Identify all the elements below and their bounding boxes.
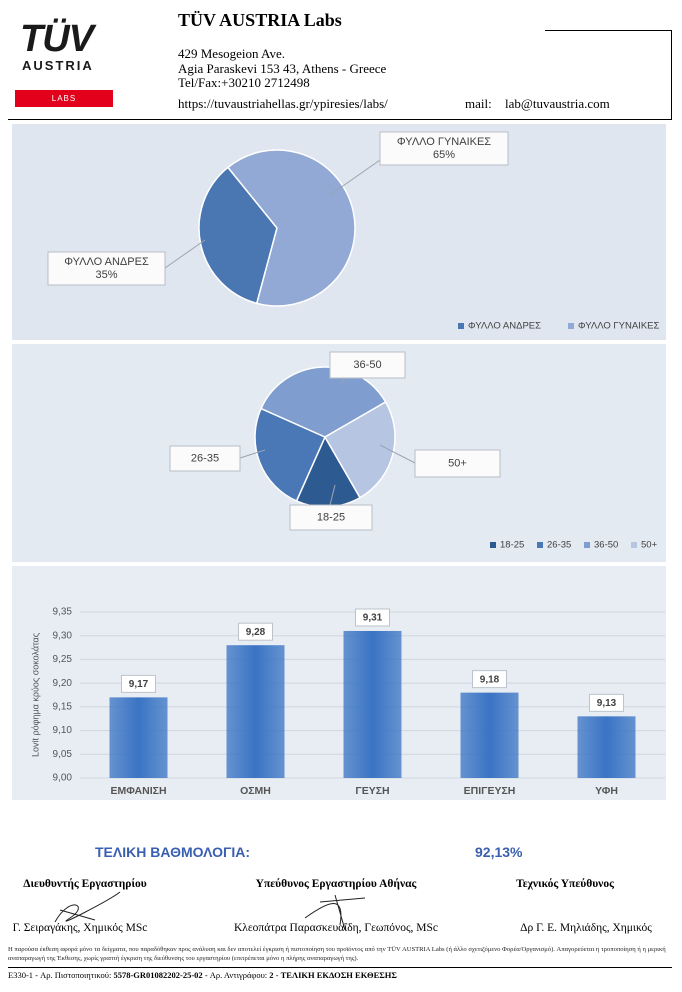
legend-swatch [537,542,543,548]
bar [343,630,402,778]
bar [577,716,636,778]
pie-slice [254,407,326,502]
address-line: Tel/Fax:+30210 2712498 [178,75,310,90]
y-tick-label: 9,35 [53,607,73,618]
code-part: 2 [269,970,274,980]
pie-slice [323,400,396,499]
signature-role: Διευθυντής Εργαστηρίου [23,878,147,890]
leader-line [164,239,206,269]
legend-label: 18-25 [500,540,524,551]
y-axis-title: Lovit ρόφημα κρύος σοκολάτας [30,632,40,757]
footer-code: E330-1 - Αρ. Πιστοποιητικού: 5578-GR0108… [8,970,397,980]
legend-label: 50+ [641,540,658,551]
legend-swatch [631,542,637,548]
value-label: 9,13 [597,698,617,709]
leader-line [329,159,381,196]
value-label-box [589,693,624,712]
signature-role: Υπεύθυνος Εργαστηρίου Αθήνας [255,878,417,890]
label-box [169,445,241,472]
value-label-box [355,608,390,627]
category-label: 26-35 [191,452,219,464]
signature-name: Δρ Γ. Ε. Μηλιάδης, Χημικός [520,922,652,934]
x-tick-label: ΥΦΗ [595,785,618,797]
value-label: 9,18 [480,674,500,685]
bar [109,697,168,778]
label-box [289,504,373,531]
y-tick-label: 9,15 [53,701,73,712]
disclaimer: Η παρούσα έκθεση αφορά μόνο τα δείγματα,… [8,946,666,962]
footer-rule [8,967,672,968]
x-tick-label: ΓΕΥΣΗ [355,785,389,797]
code-part: - Αρ. Αντιγράφου: [202,970,270,980]
leader-line [379,444,416,464]
legend-swatch [584,542,590,548]
leader-line [239,449,266,459]
leader-line [339,377,346,386]
logo-sub: AUSTRIA [22,58,94,73]
legend-swatch [458,323,464,329]
category-label: ΦΥΛΛΟ ΓΥΝΑΙΚΕΣ [397,136,491,148]
address-line: Agia Paraskevi 153 43, Athens - Greece [178,61,387,76]
legend-label: 36-50 [594,540,618,551]
category-label: 50+ [448,457,467,469]
x-tick-label: ΕΜΦΑΝΙΣΗ [110,785,166,797]
y-tick-label: 9,00 [53,773,73,784]
value-label-box [238,622,273,641]
header-frame [545,30,672,120]
summary-value: 92,13% [475,844,523,860]
value-label: 65% [433,149,455,161]
value-label: 9,31 [363,613,383,624]
category-label: 18-25 [317,511,345,523]
leader-line [329,484,336,506]
value-label-box [121,674,156,693]
y-tick-label: 9,25 [53,654,73,665]
code-part: ΤΕΛΙΚΗ ΕΚΔΟΣΗ ΕΚΘΕΣΗΣ [280,970,397,980]
signature-role: Τεχνικός Υπεύθυνος [516,878,614,890]
x-tick-label: ΕΠΙΓΕΥΣΗ [464,785,516,797]
value-label: 9,28 [246,627,266,638]
value-label-box [472,670,507,689]
bar [460,692,519,778]
header-rule [8,119,672,120]
value-label: 35% [95,269,117,281]
label-box [47,251,166,286]
signature-name: Γ. Σειραγάκης, Χημικός MSc [12,922,148,934]
mail[interactable]: lab@tuvaustria.com [505,96,610,111]
value-label: 9,17 [129,679,149,690]
summary-label: ΤΕΛΙΚΗ ΒΑΘΜΟΛΟΓΙΑ: [95,844,251,860]
code-part: - [273,970,281,980]
y-tick-label: 9,05 [53,749,73,760]
legend-swatch [568,323,574,329]
category-label: 36-50 [353,359,381,371]
category-label: ΦΥΛΛΟ ΑΝΔΡΕΣ [64,256,149,268]
legend-label: 26-35 [547,540,571,551]
legend-label: ΦΥΛΛΟ ΓΥΝΑΙΚΕΣ [578,321,660,332]
signature-name: Κλεοπάτρα Παρασκευαΐδη, Γεωπόνος, MSc [233,922,439,934]
legend-label: ΦΥΛΛΟ ΑΝΔΡΕΣ [468,321,541,332]
header-title: TÜV AUSTRIA Labs [178,10,342,30]
label-box [414,449,501,478]
y-tick-label: 9,10 [53,725,73,736]
logo-tag: LABS [15,90,113,107]
mail-label: mail: [465,96,492,111]
pie-slice [198,166,278,305]
logo-brand: TÜV [20,18,94,60]
url[interactable]: https://tuvaustriahellas.gr/ypiresies/la… [178,96,388,111]
address-line: 429 Mesogeion Ave. [178,46,285,61]
x-tick-label: ΟΣΜΗ [240,785,271,797]
y-tick-label: 9,30 [53,630,73,641]
bar [226,645,285,778]
legend-swatch [490,542,496,548]
pie-slice [226,149,356,307]
y-tick-label: 9,20 [53,678,73,689]
label-box [379,131,509,166]
code-part: E330-1 - Αρ. Πιστοποιητικού: [8,970,114,980]
label-box [329,351,406,379]
code-part: 5578-GR01082202-25-02 [113,970,203,980]
